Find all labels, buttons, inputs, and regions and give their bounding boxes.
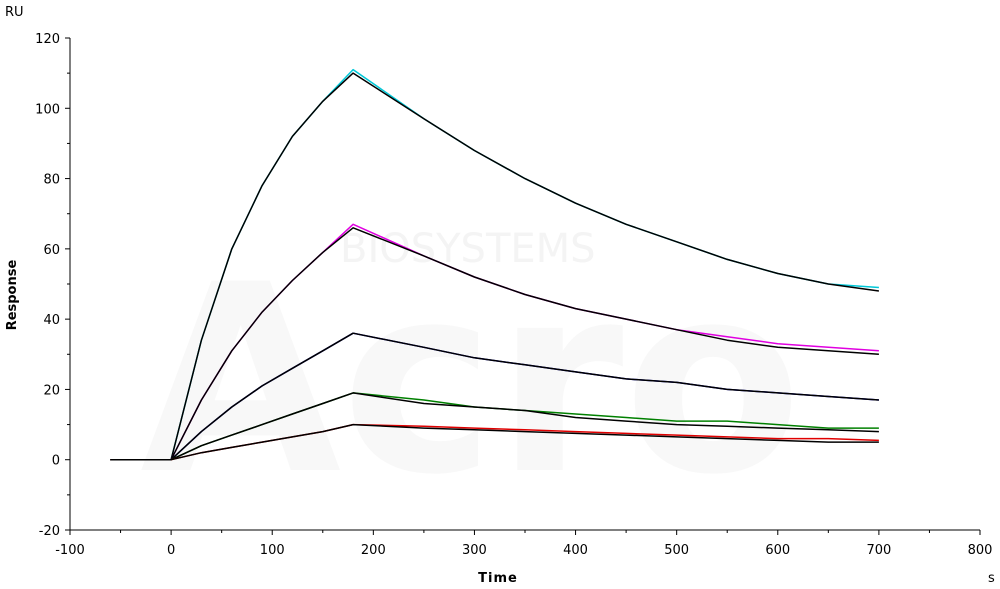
x-tick-label: 600 — [765, 543, 790, 558]
x-tick-label: 100 — [260, 543, 285, 558]
series-line-4 — [110, 227, 879, 461]
y-tick-label: 0 — [52, 454, 60, 469]
y-tick-label: 60 — [43, 243, 60, 258]
svg-text:BIOSYSTEMS: BIOSYSTEMS — [340, 226, 596, 272]
y-tick-label: 80 — [43, 173, 60, 188]
series-line-2 — [110, 72, 880, 461]
y-tick-label: 100 — [35, 102, 60, 117]
y-ticks: -20 0 20 40 60 80 100 120 — [35, 32, 70, 539]
x-tick-label: 300 — [462, 543, 487, 558]
series-line-10 — [110, 423, 879, 461]
y-axis-title: Response — [5, 260, 20, 331]
y-tick-label: 20 — [43, 383, 60, 398]
x-unit-label: s — [988, 571, 995, 586]
x-tick-label: 500 — [664, 543, 689, 558]
x-axis-title: Time — [478, 571, 518, 586]
x-tick-label: 800 — [968, 543, 993, 558]
series-line-6 — [110, 332, 879, 461]
x-tick-label: 0 — [167, 543, 175, 558]
series-line-8 — [110, 392, 879, 461]
series-group — [110, 68, 880, 461]
y-tick-label: 120 — [35, 32, 60, 47]
x-tick-label: 200 — [361, 543, 386, 558]
y-unit-label: RU — [5, 5, 24, 20]
x-tick-label: -100 — [55, 543, 85, 558]
x-tick-label: 400 — [563, 543, 588, 558]
y-tick-label: 40 — [43, 313, 60, 328]
svg-text:Acro: Acro — [140, 230, 802, 532]
watermark-logo: Acro BIOSYSTEMS — [140, 226, 802, 532]
y-tick-label: -20 — [39, 524, 60, 539]
x-tick-label: 700 — [866, 543, 891, 558]
x-ticks: -100 0 100 200 300 400 500 600 700 800 — [55, 530, 992, 558]
